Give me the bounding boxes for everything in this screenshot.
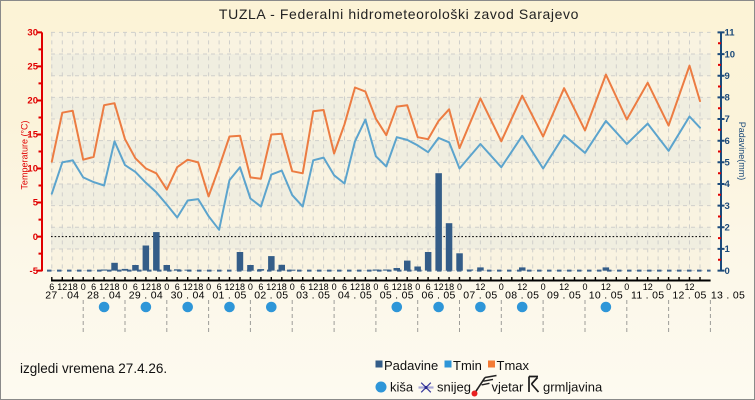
- svg-text:12: 12: [266, 282, 276, 292]
- svg-text:12: 12: [517, 282, 527, 292]
- svg-text:18: 18: [68, 282, 78, 292]
- svg-text:0: 0: [582, 282, 587, 292]
- svg-text:25: 25: [27, 62, 38, 73]
- svg-text:9: 9: [725, 71, 730, 82]
- svg-text:27 . 04: 27 . 04: [45, 290, 79, 302]
- svg-text:2: 2: [725, 223, 730, 234]
- svg-text:10 . 05: 10 . 05: [589, 290, 623, 302]
- svg-text:grmljavina: grmljavina: [543, 380, 603, 395]
- svg-text:12: 12: [434, 282, 444, 292]
- svg-text:6: 6: [49, 282, 54, 292]
- svg-text:6: 6: [384, 282, 389, 292]
- svg-text:18: 18: [360, 282, 370, 292]
- svg-text:20: 20: [27, 96, 38, 107]
- svg-text:12: 12: [57, 282, 67, 292]
- svg-text:vjetar: vjetar: [492, 380, 524, 395]
- svg-text:1: 1: [725, 244, 731, 255]
- svg-text:18: 18: [319, 282, 329, 292]
- svg-text:0: 0: [415, 282, 420, 292]
- svg-text:12: 12: [392, 282, 402, 292]
- svg-text:13 . 05: 13 . 05: [711, 290, 745, 302]
- svg-text:09 . 05: 09 . 05: [547, 290, 581, 302]
- svg-text:12: 12: [183, 282, 193, 292]
- svg-text:0: 0: [33, 232, 38, 243]
- svg-text:12: 12: [308, 282, 318, 292]
- svg-text:0: 0: [666, 282, 671, 292]
- svg-text:12: 12: [99, 282, 109, 292]
- svg-text:12: 12: [601, 282, 611, 292]
- svg-text:18: 18: [444, 282, 454, 292]
- svg-text:28 . 04: 28 . 04: [87, 290, 121, 302]
- svg-text:18: 18: [193, 282, 203, 292]
- svg-text:0: 0: [290, 282, 295, 292]
- svg-text:02 . 05: 02 . 05: [254, 290, 288, 302]
- svg-text:12: 12: [141, 282, 151, 292]
- svg-text:11 . 05: 11 . 05: [631, 290, 664, 302]
- svg-text:6: 6: [175, 282, 180, 292]
- svg-text:11: 11: [725, 28, 736, 39]
- svg-text:Padavine: Padavine: [384, 358, 438, 373]
- svg-text:12: 12: [350, 282, 360, 292]
- svg-text:5: 5: [725, 158, 731, 169]
- svg-text:3: 3: [725, 201, 730, 212]
- svg-text:0: 0: [457, 282, 462, 292]
- svg-text:18: 18: [277, 282, 287, 292]
- svg-text:18: 18: [235, 282, 245, 292]
- svg-text:29 . 04: 29 . 04: [129, 290, 163, 302]
- svg-text:0: 0: [499, 282, 504, 292]
- svg-text:0: 0: [373, 282, 378, 292]
- svg-text:6: 6: [300, 282, 305, 292]
- svg-text:kiša: kiša: [390, 380, 414, 395]
- svg-text:0: 0: [248, 282, 253, 292]
- svg-text:10: 10: [725, 49, 736, 60]
- svg-text:6: 6: [133, 282, 138, 292]
- svg-text:0: 0: [164, 282, 169, 292]
- svg-text:0: 0: [122, 282, 127, 292]
- svg-text:0: 0: [206, 282, 211, 292]
- svg-text:Tmin: Tmin: [453, 358, 482, 373]
- svg-text:12: 12: [224, 282, 234, 292]
- svg-text:01 . 05: 01 . 05: [212, 290, 246, 302]
- svg-text:snijeg: snijeg: [437, 380, 471, 395]
- svg-text:18: 18: [151, 282, 161, 292]
- svg-text:0: 0: [81, 282, 86, 292]
- svg-text:10: 10: [27, 164, 38, 175]
- svg-text:30 . 04: 30 . 04: [171, 290, 205, 302]
- svg-text:12: 12: [643, 282, 653, 292]
- svg-text:6: 6: [91, 282, 96, 292]
- svg-text:12: 12: [684, 282, 694, 292]
- svg-text:0: 0: [624, 282, 629, 292]
- svg-text:7: 7: [725, 114, 730, 125]
- svg-text:12: 12: [559, 282, 569, 292]
- svg-text:12 . 05: 12 . 05: [672, 290, 706, 302]
- svg-text:6: 6: [342, 282, 347, 292]
- svg-text:06 . 05: 06 . 05: [421, 290, 455, 302]
- svg-text:30: 30: [27, 28, 38, 39]
- svg-text:6: 6: [725, 136, 730, 147]
- svg-text:07 . 05: 07 . 05: [463, 290, 497, 302]
- svg-text:Padavine(mm): Padavine(mm): [737, 122, 747, 181]
- svg-text:Tmax: Tmax: [497, 358, 530, 373]
- svg-text:4: 4: [725, 179, 731, 190]
- svg-text:5: 5: [33, 198, 39, 209]
- svg-text:-5: -5: [30, 266, 39, 277]
- svg-text:08 . 05: 08 . 05: [505, 290, 539, 302]
- svg-text:6: 6: [426, 282, 431, 292]
- svg-text:18: 18: [402, 282, 412, 292]
- svg-text:8: 8: [725, 93, 730, 104]
- svg-text:0: 0: [725, 266, 730, 277]
- svg-text:15: 15: [27, 130, 38, 141]
- svg-text:18: 18: [109, 282, 119, 292]
- svg-text:04 . 05: 04 . 05: [338, 290, 372, 302]
- svg-text:0: 0: [541, 282, 546, 292]
- svg-text:03 . 05: 03 . 05: [296, 290, 330, 302]
- svg-text:12: 12: [475, 282, 485, 292]
- svg-text:6: 6: [258, 282, 263, 292]
- svg-text:Temperature (°C): Temperature (°C): [20, 120, 30, 189]
- svg-text:0: 0: [332, 282, 337, 292]
- svg-text:05 . 05: 05 . 05: [380, 290, 414, 302]
- svg-text:6: 6: [217, 282, 222, 292]
